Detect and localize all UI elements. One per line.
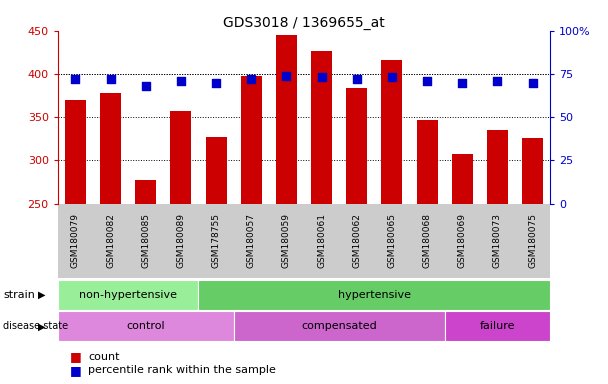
Text: GSM180089: GSM180089	[176, 214, 185, 268]
Point	[211, 79, 221, 86]
Bar	[452, 154, 473, 204]
Text: GSM180061: GSM180061	[317, 214, 326, 268]
Text: GSM180059: GSM180059	[282, 214, 291, 268]
Bar	[381, 60, 402, 204]
Bar	[241, 76, 262, 204]
Point	[71, 76, 80, 82]
Text: hypertensive: hypertensive	[338, 290, 411, 300]
Bar	[487, 130, 508, 204]
Point	[528, 79, 537, 86]
Bar	[206, 137, 227, 204]
Text: percentile rank within the sample: percentile rank within the sample	[88, 365, 276, 375]
Point	[457, 79, 467, 86]
Bar	[170, 111, 192, 204]
Point	[246, 76, 256, 82]
Bar	[346, 88, 367, 204]
Text: GSM180082: GSM180082	[106, 214, 115, 268]
Text: non-hypertensive: non-hypertensive	[79, 290, 177, 300]
Text: GSM180085: GSM180085	[141, 214, 150, 268]
Title: GDS3018 / 1369655_at: GDS3018 / 1369655_at	[223, 16, 385, 30]
Bar	[522, 138, 543, 204]
Bar	[65, 100, 86, 204]
Text: compensated: compensated	[302, 321, 377, 331]
Point	[352, 76, 362, 82]
Point	[492, 78, 502, 84]
Text: failure: failure	[480, 321, 515, 331]
Text: ■: ■	[70, 350, 81, 363]
Text: GSM180062: GSM180062	[352, 214, 361, 268]
Text: ■: ■	[70, 364, 81, 377]
Text: strain: strain	[3, 290, 35, 300]
Bar	[100, 93, 121, 204]
Bar	[416, 120, 438, 204]
Bar	[311, 51, 332, 204]
Text: GSM180069: GSM180069	[458, 214, 467, 268]
Text: ▶: ▶	[38, 290, 45, 300]
Text: count: count	[88, 352, 120, 362]
Text: GSM180079: GSM180079	[71, 214, 80, 268]
Point	[176, 78, 185, 84]
Text: disease state: disease state	[3, 321, 68, 331]
Point	[422, 78, 432, 84]
Point	[387, 74, 397, 81]
Point	[317, 74, 326, 81]
Text: GSM180068: GSM180068	[423, 214, 432, 268]
Point	[282, 73, 291, 79]
Text: ▶: ▶	[38, 321, 45, 331]
Text: GSM180065: GSM180065	[387, 214, 396, 268]
Bar	[276, 35, 297, 204]
Point	[141, 83, 151, 89]
Text: GSM180057: GSM180057	[247, 214, 256, 268]
Text: GSM180073: GSM180073	[493, 214, 502, 268]
Text: GSM180075: GSM180075	[528, 214, 537, 268]
Text: GSM178755: GSM178755	[212, 214, 221, 268]
Point	[106, 76, 116, 82]
Text: control: control	[126, 321, 165, 331]
Bar	[135, 180, 156, 204]
